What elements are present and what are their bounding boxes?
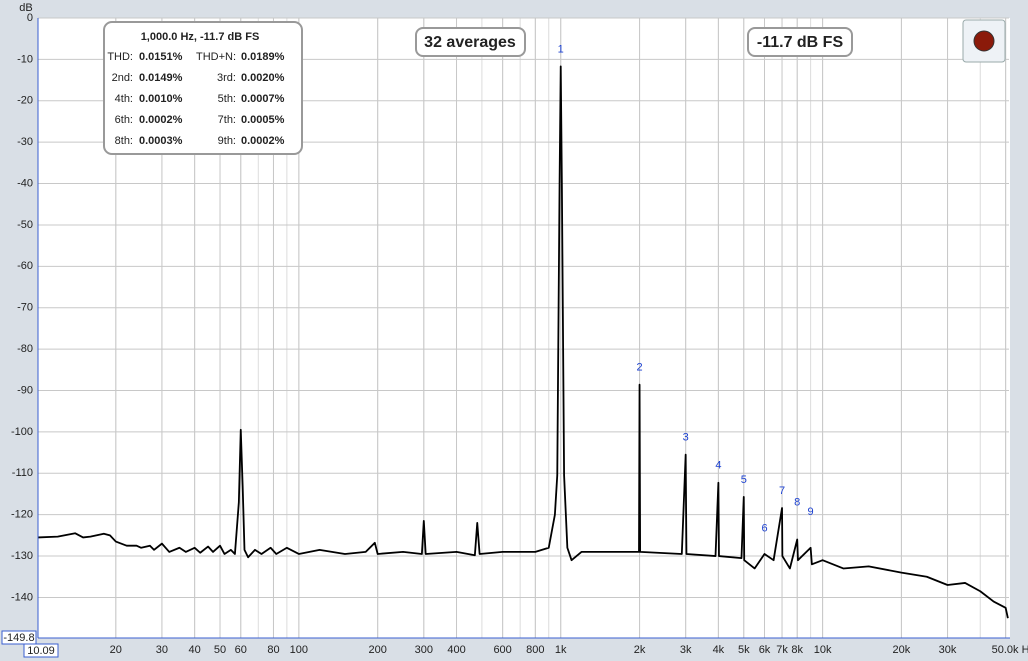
x-tick-label: 6k	[759, 644, 771, 656]
info-label: THD+N:	[196, 51, 236, 63]
y-axis-label: dB	[19, 2, 32, 14]
y-tick-label: 0	[27, 12, 33, 24]
info-value: 0.0003%	[139, 135, 183, 147]
info-box	[103, 21, 303, 155]
x-tick-label: 50.0k Hz	[992, 644, 1028, 656]
level-badge	[747, 27, 853, 57]
x-tick-label: 100	[290, 644, 308, 656]
info-value: 0.0005%	[241, 114, 285, 126]
averages-badge	[415, 27, 526, 57]
harmonic-label: 3	[683, 432, 689, 444]
info-label: 8th:	[115, 135, 133, 147]
x-tick-label: 80	[267, 644, 279, 656]
x-tick-label: 5k	[738, 644, 750, 656]
x-tick-label: 30k	[939, 644, 957, 656]
y-tick-label: -20	[17, 95, 33, 107]
record-icon	[973, 30, 995, 52]
y-tick-label: -50	[17, 219, 33, 231]
info-value: 0.0002%	[241, 135, 285, 147]
info-label: 7th:	[218, 114, 236, 126]
info-label: 9th:	[218, 135, 236, 147]
y-tick-label: -100	[11, 426, 33, 438]
info-value: 0.0189%	[241, 51, 285, 63]
harmonic-label: 8	[794, 497, 800, 509]
harmonic-label: 5	[741, 474, 747, 486]
x-tick-label: 20k	[893, 644, 911, 656]
info-value: 0.0149%	[139, 72, 183, 84]
x-tick-label: 400	[447, 644, 465, 656]
averages-text: 32 averages	[424, 34, 516, 51]
xmin-box	[23, 643, 59, 658]
spectrum-line	[37, 65, 1009, 619]
x-tick-label: 7k	[776, 644, 788, 656]
info-title: 1,000.0 Hz, -11.7 dB FS	[141, 31, 260, 43]
harmonic-label: 2	[636, 362, 642, 374]
y-tick-label: -70	[17, 302, 33, 314]
y-tick-label: -30	[17, 136, 33, 148]
info-label: 3rd:	[217, 72, 236, 84]
info-label: 2nd:	[112, 72, 133, 84]
x-tick-label: 600	[493, 644, 511, 656]
harmonic-label: 7	[779, 485, 785, 497]
x-tick-label: 8k	[791, 644, 803, 656]
x-tick-label: 20	[110, 644, 122, 656]
info-value: 0.0010%	[139, 93, 183, 105]
y-tick-label: -140	[11, 591, 33, 603]
y-tick-label: -40	[17, 177, 33, 189]
y-tick-label: -110	[12, 467, 33, 479]
y-tick-label: -80	[17, 343, 33, 355]
y-tick-label: -130	[11, 550, 33, 562]
info-value: 0.0007%	[241, 93, 285, 105]
x-tick-label: 10k	[814, 644, 832, 656]
harmonic-label: 9	[808, 506, 814, 518]
x-tick-label: 40	[189, 644, 201, 656]
info-value: 0.0002%	[139, 114, 183, 126]
info-label: 5th:	[218, 93, 236, 105]
harmonic-label: 6	[761, 523, 767, 535]
ymin-label: -149.8	[3, 632, 34, 644]
x-tick-label: 300	[415, 644, 433, 656]
level-text: -11.7 dB FS	[757, 34, 844, 51]
harmonic-label: 4	[715, 460, 721, 472]
x-tick-label: 1k	[555, 644, 567, 656]
info-value: 0.0020%	[241, 72, 285, 84]
x-tick-label: 2k	[634, 644, 646, 656]
xmin-label: 10.09	[27, 645, 55, 657]
info-label: 6th:	[115, 114, 133, 126]
y-tick-label: -10	[17, 53, 33, 65]
x-tick-label: 3k	[680, 644, 692, 656]
info-label: 4th:	[115, 93, 133, 105]
x-tick-label: 4k	[713, 644, 725, 656]
y-tick-label: -60	[17, 260, 33, 272]
x-tick-label: 60	[235, 644, 247, 656]
x-tick-label: 200	[369, 644, 387, 656]
info-label: THD:	[107, 51, 133, 63]
ymin-box	[1, 630, 37, 645]
y-tick-label: -90	[17, 384, 33, 396]
y-tick-label: -120	[11, 509, 33, 521]
x-tick-label: 30	[156, 644, 168, 656]
harmonic-label: 1	[558, 43, 564, 55]
x-tick-label: 800	[526, 644, 544, 656]
info-value: 0.0151%	[139, 51, 183, 63]
x-tick-label: 50	[214, 644, 226, 656]
